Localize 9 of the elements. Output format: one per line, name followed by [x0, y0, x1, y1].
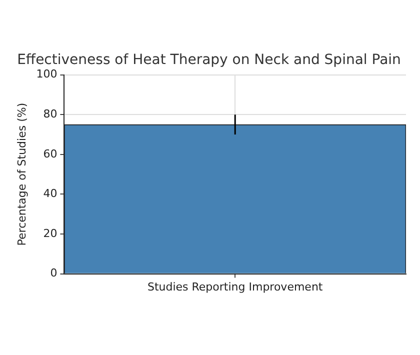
x-tick-label: Studies Reporting Improvement — [147, 280, 324, 294]
chart-title: Effectiveness of Heat Therapy on Neck and Spinal Pain — [17, 52, 401, 68]
y-tick-label: 80 — [43, 107, 58, 120]
y-axis-title: Percentage of Studies (%) — [15, 102, 28, 246]
y-tick-label: 100 — [36, 68, 58, 81]
y-tick-label: 40 — [43, 187, 58, 200]
y-tick-label: 0 — [50, 266, 58, 280]
y-tick-label: 60 — [43, 147, 58, 160]
y-tick-label: 20 — [43, 226, 58, 240]
